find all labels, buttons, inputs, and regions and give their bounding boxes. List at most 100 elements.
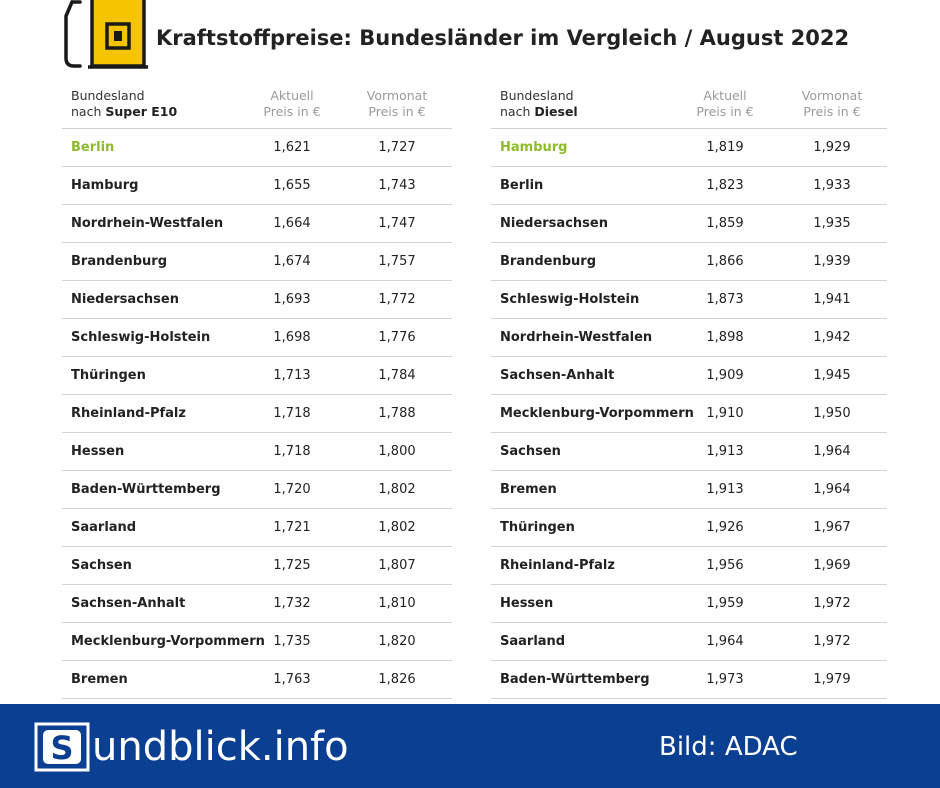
table-row: Berlin 1,823 1,933 xyxy=(491,167,887,205)
table-row: Hamburg 1,819 1,929 xyxy=(491,129,887,167)
previous-price: 1,807 xyxy=(378,558,416,573)
previous-price: 1,933 xyxy=(813,178,851,193)
current-price: 1,674 xyxy=(273,254,311,269)
super-e10-table: Bundesland nach Super E10 Aktuell Preis i… xyxy=(62,86,452,699)
table-row: Brandenburg 1,674 1,757 xyxy=(62,243,452,281)
previous-price: 1,826 xyxy=(378,672,416,687)
current-price: 1,763 xyxy=(273,672,311,687)
site-name: undblick.info xyxy=(92,724,349,770)
table-row: Saarland 1,721 1,802 xyxy=(62,509,452,547)
previous-price: 1,964 xyxy=(813,482,851,497)
current-price: 1,956 xyxy=(706,558,744,573)
table-row: Hessen 1,959 1,972 xyxy=(491,585,887,623)
current-price: 1,898 xyxy=(706,330,744,345)
table-row: Sachsen 1,913 1,964 xyxy=(491,433,887,471)
previous-price: 1,727 xyxy=(378,140,416,155)
current-price: 1,718 xyxy=(273,444,311,459)
previous-price: 1,820 xyxy=(378,634,416,649)
table-header: Bundesland nach Super E10 Aktuell Preis i… xyxy=(62,86,452,129)
table-row: Nordrhein-Westfalen 1,664 1,747 xyxy=(62,205,452,243)
current-price: 1,721 xyxy=(273,520,311,535)
header: Kraftstoffpreise: Bundesländer im Vergle… xyxy=(0,0,940,80)
state-name: Nordrhein-Westfalen xyxy=(71,216,224,231)
previous-price: 1,941 xyxy=(813,292,851,307)
current-price: 1,959 xyxy=(706,596,744,611)
table-row: Bremen 1,763 1,826 xyxy=(62,661,452,699)
table-row: Rheinland-Pfalz 1,718 1,788 xyxy=(62,395,452,433)
table-body: Hamburg 1,819 1,929 Berlin 1,823 1,933 Nieders… xyxy=(491,129,887,699)
column-header-current: Aktuell Preis in € xyxy=(696,88,754,119)
table-row: Niedersachsen 1,859 1,935 xyxy=(491,205,887,243)
current-price: 1,913 xyxy=(706,444,744,459)
table-body: Berlin 1,621 1,727 Hamburg 1,655 1,743 Nordrhe… xyxy=(62,129,452,699)
state-name: Rheinland-Pfalz xyxy=(500,558,615,573)
state-name: Saarland xyxy=(500,634,566,649)
state-name: Thüringen xyxy=(500,520,575,535)
state-name: Brandenburg xyxy=(500,254,597,269)
table-row: Hessen 1,718 1,800 xyxy=(62,433,452,471)
table-row: Baden-Württemberg 1,720 1,802 xyxy=(62,471,452,509)
current-price: 1,859 xyxy=(706,216,744,231)
table-row: Brandenburg 1,866 1,939 xyxy=(491,243,887,281)
state-name: Berlin xyxy=(500,178,544,193)
previous-price: 1,964 xyxy=(813,444,851,459)
state-name: Thüringen xyxy=(71,368,146,383)
current-price: 1,909 xyxy=(706,368,744,383)
table-row: Schleswig-Holstein 1,698 1,776 xyxy=(62,319,452,357)
state-name: Sachsen xyxy=(500,444,561,459)
column-header-current: Aktuell Preis in € xyxy=(263,88,321,119)
state-name: Schleswig-Holstein xyxy=(500,292,640,307)
previous-price: 1,800 xyxy=(378,444,416,459)
current-price: 1,698 xyxy=(273,330,311,345)
current-price: 1,732 xyxy=(273,596,311,611)
previous-price: 1,802 xyxy=(378,482,416,497)
state-name: Hessen xyxy=(500,596,554,611)
previous-price: 1,810 xyxy=(378,596,416,611)
current-price: 1,913 xyxy=(706,482,744,497)
table-header: Bundesland nach Diesel Aktuell Preis in €… xyxy=(491,86,887,129)
state-name: Hessen xyxy=(71,444,125,459)
previous-price: 1,747 xyxy=(378,216,416,231)
current-price: 1,964 xyxy=(706,634,744,649)
table-row: Sachsen-Anhalt 1,732 1,810 xyxy=(62,585,452,623)
state-name: Hamburg xyxy=(71,178,139,193)
current-price: 1,718 xyxy=(273,406,311,421)
previous-price: 1,929 xyxy=(813,140,851,155)
state-name: Saarland xyxy=(71,520,137,535)
previous-price: 1,945 xyxy=(813,368,851,383)
current-price: 1,735 xyxy=(273,634,311,649)
diesel-table: Bundesland nach Diesel Aktuell Preis in €… xyxy=(491,86,887,699)
current-price: 1,866 xyxy=(706,254,744,269)
previous-price: 1,979 xyxy=(813,672,851,687)
current-price: 1,655 xyxy=(273,178,311,193)
previous-price: 1,967 xyxy=(813,520,851,535)
current-price: 1,725 xyxy=(273,558,311,573)
state-name: Sachsen xyxy=(71,558,132,573)
table-row: Saarland 1,964 1,972 xyxy=(491,623,887,661)
column-header-previous: Vormonat Preis in € xyxy=(801,88,863,119)
state-name: Bremen xyxy=(500,482,557,497)
previous-price: 1,802 xyxy=(378,520,416,535)
current-price: 1,621 xyxy=(273,140,311,155)
previous-price: 1,939 xyxy=(813,254,851,269)
state-name: Bremen xyxy=(71,672,128,687)
previous-price: 1,757 xyxy=(378,254,416,269)
table-row: Sachsen 1,725 1,807 xyxy=(62,547,452,585)
table-row: Hamburg 1,655 1,743 xyxy=(62,167,452,205)
state-name: Baden-Württemberg xyxy=(500,672,650,687)
state-name: Nordrhein-Westfalen xyxy=(500,330,653,345)
state-name: Niedersachsen xyxy=(71,292,179,307)
state-name: Sachsen-Anhalt xyxy=(500,368,615,383)
table-row: Mecklenburg-Vorpommern 1,910 1,950 xyxy=(491,395,887,433)
current-price: 1,713 xyxy=(273,368,311,383)
current-price: 1,823 xyxy=(706,178,744,193)
image-credit: Bild: ADAC xyxy=(659,732,798,762)
previous-price: 1,935 xyxy=(813,216,851,231)
fuel-pump-icon xyxy=(64,0,148,69)
table-row: Thüringen 1,713 1,784 xyxy=(62,357,452,395)
table-row: Baden-Württemberg 1,973 1,979 xyxy=(491,661,887,699)
state-name: Berlin xyxy=(71,140,115,155)
column-header-state: Bundesland nach Super E10 xyxy=(71,88,178,119)
state-name: Baden-Württemberg xyxy=(71,482,221,497)
table-row: Niedersachsen 1,693 1,772 xyxy=(62,281,452,319)
